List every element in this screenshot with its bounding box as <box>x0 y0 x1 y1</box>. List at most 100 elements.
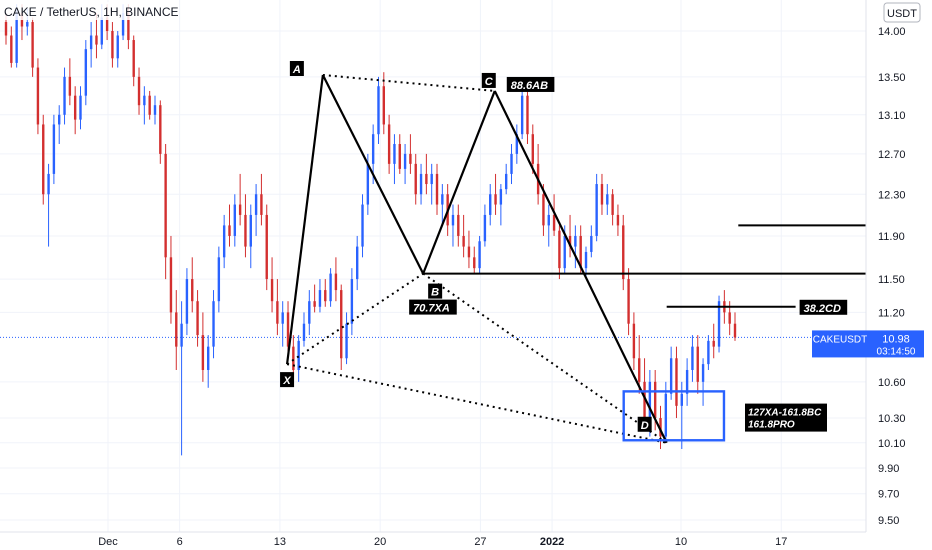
candle-body <box>159 105 162 154</box>
candle-body <box>728 312 731 324</box>
candle-body <box>451 214 455 226</box>
candle-body <box>47 173 50 195</box>
candle-body <box>265 214 268 280</box>
candle-body <box>196 301 199 336</box>
candle-body <box>590 235 593 252</box>
candle-body <box>137 76 141 106</box>
candles <box>4 4 737 456</box>
price-tick-label: 10.10 <box>878 438 906 450</box>
time-tick-label: 17 <box>775 536 787 548</box>
candle-body <box>175 312 178 347</box>
pattern-leg-CD[interactable] <box>493 90 668 444</box>
time-axis-labels: Dec 6 13 20 27 2022 10 17 <box>98 536 787 548</box>
prz-annotation-line: 161.8PRO <box>748 420 795 431</box>
candle-body <box>520 95 524 135</box>
candle-body <box>611 194 614 215</box>
price-tick-label: 13.50 <box>878 72 906 84</box>
currency-button-label[interactable]: USDT <box>887 8 917 20</box>
point-label-box-b <box>428 283 443 299</box>
candle-body <box>52 124 56 174</box>
candle-body <box>606 194 609 205</box>
pattern-leg-BC[interactable] <box>422 90 496 274</box>
price-tag-value: 10.98 <box>882 333 910 345</box>
price-axis-panel[interactable] <box>866 0 932 550</box>
candle-body <box>286 312 290 347</box>
candle-body <box>414 163 417 195</box>
candle-body <box>387 124 391 164</box>
price-tick-label: 9.70 <box>878 489 899 501</box>
candle-body <box>733 323 737 338</box>
candle-body <box>4 22 8 36</box>
ratio-label-xa: 70.7XA <box>413 303 450 315</box>
candle-body <box>201 335 205 370</box>
point-label-box-c <box>481 72 496 88</box>
candle-body <box>89 35 93 50</box>
price-tick-label: 10.30 <box>878 413 906 425</box>
time-tick-label: 2022 <box>540 536 564 548</box>
pattern-leg-AB[interactable] <box>321 74 425 275</box>
level-label-38-2cd: 38.2CD <box>804 303 841 315</box>
candle-body <box>132 40 135 77</box>
candle-body <box>441 194 444 205</box>
time-tick-label: 20 <box>374 536 386 548</box>
pattern-leg-XA[interactable] <box>285 74 324 365</box>
candle-body <box>499 189 503 205</box>
candle-body <box>111 31 114 59</box>
candle-body <box>217 257 221 302</box>
candle-body <box>10 35 13 63</box>
candle-body <box>685 369 689 394</box>
candle-body <box>696 346 699 382</box>
currency-button[interactable]: USDT <box>883 2 921 23</box>
candle-body <box>504 173 508 190</box>
candle-body <box>233 204 237 236</box>
point-label-x: X <box>282 375 291 387</box>
candle-body <box>297 340 300 370</box>
candle-body <box>308 301 311 324</box>
candle-body <box>712 340 715 347</box>
candle-body <box>430 173 433 185</box>
candle-body <box>494 194 497 205</box>
harmonic-pattern[interactable]: X A B C D 88.6AB 70.7XA <box>280 60 726 444</box>
pattern-ratio-XD[interactable] <box>286 363 667 444</box>
candle-body <box>382 86 386 125</box>
price-tick-label: 12.70 <box>878 149 906 161</box>
candle-body <box>680 393 683 406</box>
price-tag-symbol: CAKEUSDT <box>813 334 867 345</box>
point-label-c: C <box>485 76 494 88</box>
candle-body <box>366 163 370 205</box>
candle-body <box>579 235 582 269</box>
candle-body <box>526 95 529 135</box>
candle-body <box>515 134 519 154</box>
candle-body <box>228 225 231 236</box>
candle-body <box>419 173 423 195</box>
candle-body <box>276 301 279 324</box>
candle-body <box>691 346 694 370</box>
point-label-a: A <box>292 64 301 76</box>
time-tick-label: Dec <box>98 536 118 548</box>
candle-body <box>398 144 401 169</box>
prz-box[interactable] <box>622 390 726 442</box>
pattern-ratio-BD[interactable] <box>422 272 668 444</box>
candle-body <box>238 204 242 215</box>
last-price-tag[interactable]: CAKEUSDT 10.98 03:14:50 <box>812 330 924 358</box>
candle-body <box>73 95 77 120</box>
candle-body <box>558 230 561 269</box>
time-axis-panel[interactable] <box>0 532 932 550</box>
pattern-ratio-XB[interactable] <box>286 272 424 365</box>
candle-body <box>584 251 588 269</box>
candle-body <box>15 13 18 63</box>
candle-body <box>79 95 82 120</box>
candle-body <box>180 323 183 347</box>
pattern-ratio-AC[interactable] <box>322 73 495 92</box>
point-label-box-x <box>280 372 295 388</box>
point-label-d: D <box>641 420 649 432</box>
candle-body <box>510 153 513 174</box>
candle-body <box>148 95 151 115</box>
candle-body <box>457 214 460 236</box>
point-label-box-d <box>637 416 652 432</box>
candle-body <box>393 144 396 164</box>
